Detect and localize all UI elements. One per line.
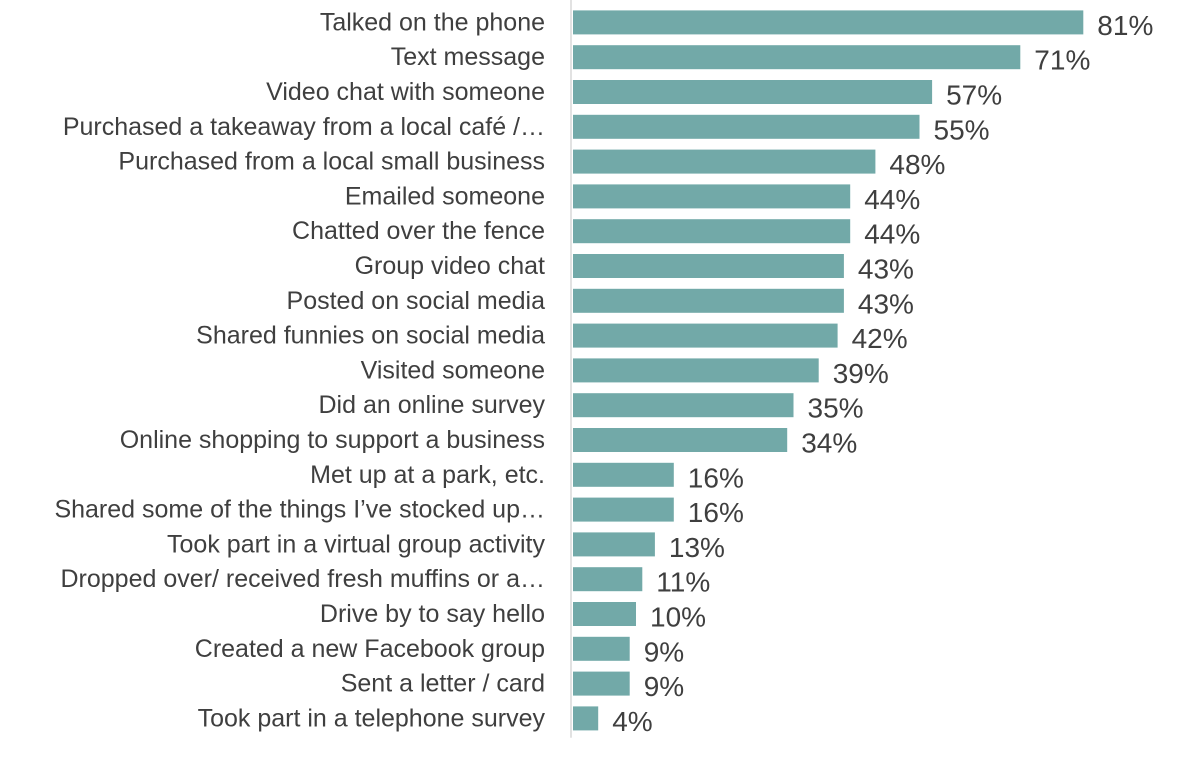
value-label: 16% [688,497,744,528]
category-label: Shared some of the things I’ve stocked u… [54,496,545,524]
bar [573,254,844,278]
bar [573,358,819,383]
value-label: 55% [934,114,990,145]
value-label: 16% [688,462,744,493]
category-labels-group: Talked on the phone Text message Video cha… [54,8,545,732]
value-label: 10% [650,602,706,633]
bar [573,219,851,244]
value-label: 39% [833,358,889,389]
bar [573,45,1021,70]
category-label: Purchased a takeaway from a local café /… [63,113,545,141]
bar [573,184,851,209]
bars-group [573,10,1084,731]
bar [573,532,655,557]
category-label: Emailed someone [345,182,545,210]
value-label: 9% [644,671,684,702]
bar [573,428,788,452]
bar [573,462,674,487]
bar [573,393,794,418]
value-label: 42% [852,323,908,354]
value-label: 11% [656,567,710,598]
category-label: Took part in a telephone survey [198,704,546,732]
value-label: 13% [669,532,725,563]
category-label: Met up at a park, etc. [310,461,545,489]
category-label: Shared funnies on social media [196,322,545,350]
value-label: 81% [1097,10,1153,41]
bar [573,567,643,592]
category-label: Video chat with someone [266,78,545,106]
category-label: Drive by to say hello [320,600,545,628]
bar [573,323,838,348]
bar [573,602,636,626]
category-label: Purchased from a local small business [118,148,545,176]
category-label: Created a new Facebook group [195,635,545,663]
bar [573,114,920,139]
category-label: Did an online survey [318,391,545,419]
value-label: 35% [808,393,864,424]
bar [573,288,844,313]
bar [573,636,630,661]
value-label: 71% [1034,45,1090,76]
category-label: Online shopping to support a business [120,426,545,454]
value-label: 4% [612,706,652,737]
value-label: 48% [889,149,945,180]
category-label: Visited someone [361,356,545,384]
value-label: 44% [864,219,920,250]
value-labels-group: 81%71% 57%55% 48% 44% 44% 43%43% 42% 39% 35% 34% 1… [612,10,1153,737]
bar [573,497,674,522]
value-label: 57% [946,80,1002,111]
category-label: Took part in a virtual group activity [167,530,545,558]
bar [573,671,630,696]
category-label: Group video chat [355,252,545,280]
bar [573,706,599,731]
value-label: 43% [858,254,914,285]
category-label: Text message [391,43,545,71]
category-label: Posted on social media [287,287,546,315]
category-label: Talked on the phone [320,8,545,36]
value-label: 43% [858,288,914,319]
bar [573,10,1084,35]
category-label: Dropped over/ received fresh muffins or … [61,565,546,593]
category-label: Chatted over the fence [292,217,545,245]
category-label: Sent a letter / card [341,670,545,698]
value-label: 34% [801,428,857,459]
bar [573,149,876,174]
value-label: 44% [864,184,920,215]
bar [573,80,933,104]
value-label: 9% [644,636,684,667]
